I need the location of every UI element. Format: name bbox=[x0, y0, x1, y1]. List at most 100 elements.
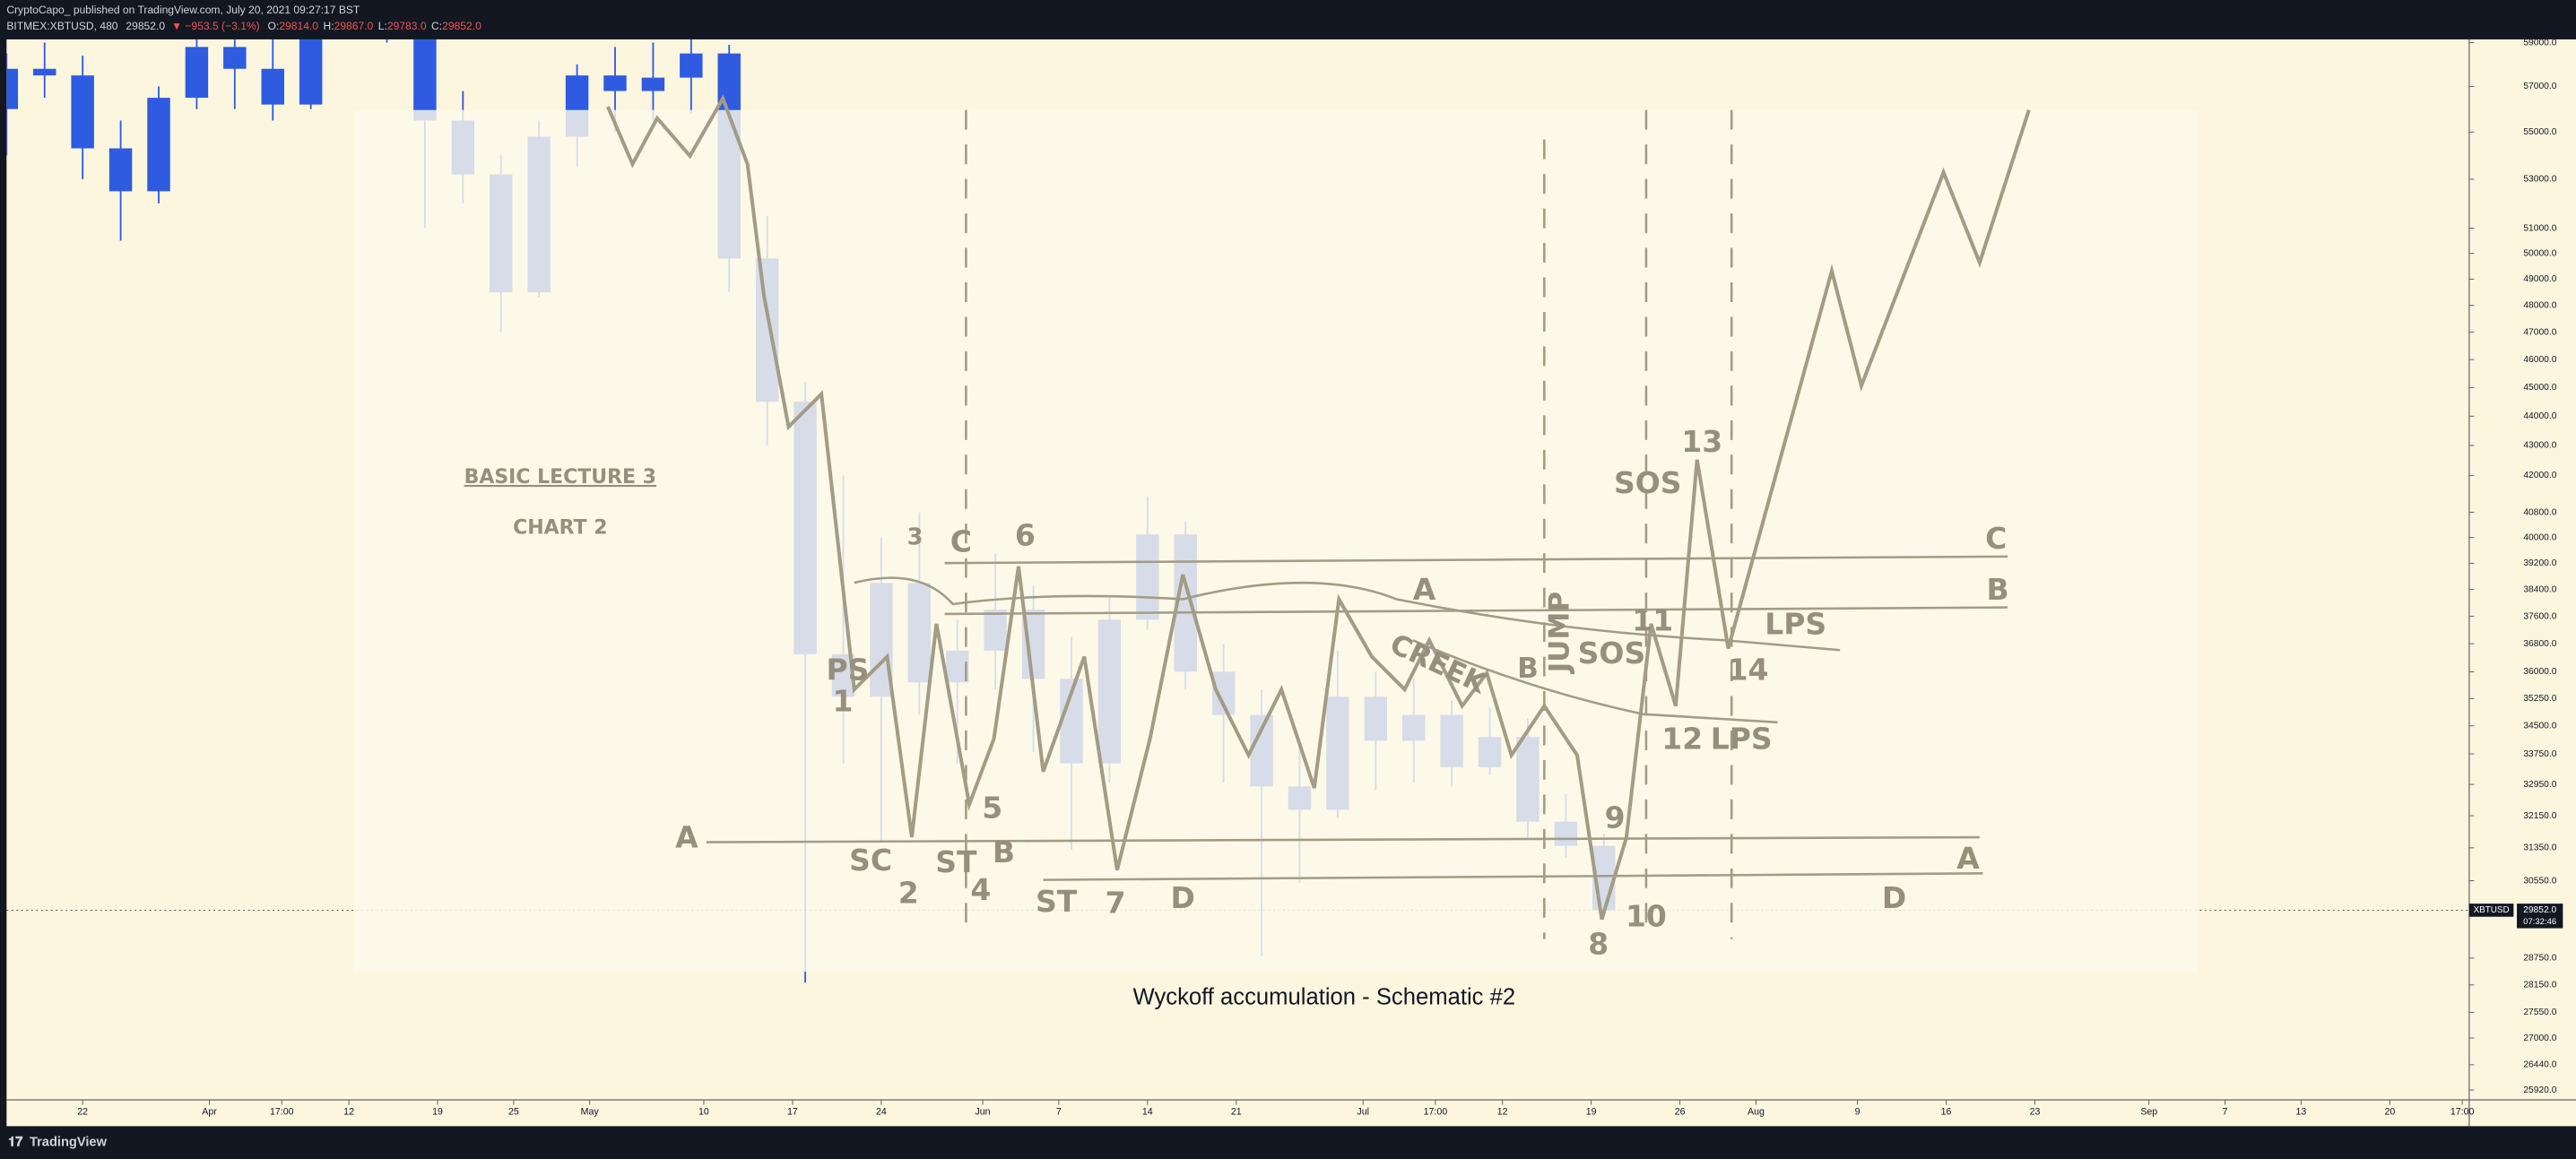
overlay-label: CHART 2 bbox=[513, 517, 607, 540]
overlay-label: 10 bbox=[1626, 898, 1667, 933]
candle-body bbox=[299, 39, 323, 105]
x-tick-label: 19 bbox=[1586, 1107, 1597, 1118]
candle-body bbox=[641, 77, 665, 91]
candle-body bbox=[71, 75, 94, 149]
x-tick-label: 17 bbox=[787, 1107, 798, 1118]
overlay-label: C bbox=[950, 524, 972, 559]
line-a bbox=[706, 835, 1980, 843]
x-tick-label: May bbox=[581, 1107, 600, 1118]
annotation: Wyckoff accumulation - Schematic #2 bbox=[1132, 984, 1515, 1009]
overlay-label: 2 bbox=[898, 876, 919, 911]
overlay-lines bbox=[606, 94, 2031, 939]
overlay-label: C bbox=[1985, 521, 2007, 556]
ohlc-value: 29867.0 bbox=[334, 20, 374, 32]
candle-body bbox=[603, 75, 627, 91]
y-tick-label: 59000.0 bbox=[2523, 38, 2556, 48]
y-tick-label: 36000.0 bbox=[2523, 667, 2556, 677]
line-lower bbox=[1043, 872, 1983, 881]
x-tick-label: 26 bbox=[1675, 1107, 1686, 1118]
overlay-label: SOS bbox=[1578, 636, 1646, 670]
y-tick-label: 44000.0 bbox=[2523, 411, 2556, 421]
x-tick-label: 17:00 bbox=[1424, 1107, 1448, 1118]
x-tick-label: 25 bbox=[508, 1107, 519, 1118]
schematic-path bbox=[606, 94, 2031, 921]
ohlc-key: O: bbox=[268, 20, 280, 32]
y-tick-label: 51000.0 bbox=[2523, 223, 2556, 233]
y-tick-label: 50000.0 bbox=[2523, 248, 2556, 258]
symbol-tag-label: XBTUSD bbox=[2474, 905, 2510, 915]
ohlc-key: H: bbox=[324, 20, 334, 32]
overlay-label: 11 bbox=[1632, 603, 1673, 638]
overlay-label: 3 bbox=[907, 524, 924, 551]
y-tick-label: 32950.0 bbox=[2523, 780, 2556, 790]
x-tick-label: 10 bbox=[698, 1107, 709, 1118]
x-tick-label: Jun bbox=[975, 1107, 990, 1118]
overlay-label: D bbox=[1882, 880, 1906, 915]
overlay-label: 9 bbox=[1605, 800, 1626, 835]
overlay-paper bbox=[352, 109, 2199, 973]
x-tick-label: 16 bbox=[1941, 1107, 1952, 1118]
x-tick-label: Jul bbox=[1357, 1107, 1369, 1118]
y-tick-label: 27550.0 bbox=[2523, 1008, 2556, 1017]
overlay-label: 6 bbox=[1015, 517, 1036, 552]
overlay-label: 5 bbox=[982, 790, 1002, 825]
overlay-label: B bbox=[993, 835, 1015, 869]
y-tick-label: 38400.0 bbox=[2523, 584, 2556, 594]
y-tick-label: 32150.0 bbox=[2523, 811, 2556, 821]
y-tick-label: 45000.0 bbox=[2523, 383, 2556, 393]
overlay-label: 14 bbox=[1728, 653, 1769, 688]
y-tick-label: 48000.0 bbox=[2523, 300, 2556, 310]
overlay-label: LPS bbox=[1765, 606, 1826, 641]
x-tick-label: 20 bbox=[2384, 1107, 2395, 1118]
y-tick-label: 55000.0 bbox=[2523, 127, 2556, 137]
creek-curve bbox=[854, 576, 1841, 652]
overlay-label: A bbox=[1413, 572, 1436, 607]
y-tick-label: 31350.0 bbox=[2523, 843, 2556, 853]
overlay-label: A bbox=[675, 819, 698, 854]
y-tick-label: 28750.0 bbox=[2523, 954, 2556, 964]
overlay-label: 13 bbox=[1681, 424, 1722, 459]
y-tick-label: 42000.0 bbox=[2523, 471, 2556, 480]
y-tick-label: 28150.0 bbox=[2523, 981, 2556, 990]
price-tag bbox=[2517, 904, 2563, 929]
y-tick-label: 33750.0 bbox=[2523, 749, 2556, 759]
overlay-label: B bbox=[1517, 653, 1539, 685]
overlay-label: 12 bbox=[1661, 721, 1703, 756]
overlay-label: 1 bbox=[832, 683, 853, 718]
creek-lower bbox=[1412, 639, 1778, 724]
change: ▼ −953.5 (−3.1%) bbox=[171, 20, 260, 32]
x-tick-label: 23 bbox=[2030, 1107, 2041, 1118]
candle-body bbox=[261, 68, 284, 105]
x-tick-label: 21 bbox=[1231, 1107, 1242, 1118]
y-tick-label: 46000.0 bbox=[2523, 355, 2556, 365]
price-tag-label: 29852.0 bbox=[2523, 905, 2556, 915]
ohlc-value: 29814.0 bbox=[279, 20, 318, 32]
y-tick-label: 47000.0 bbox=[2523, 327, 2556, 337]
symbol-line: BITMEX:XBTUSD, 480 29852.0 ▼ −953.5 (−3.… bbox=[6, 20, 481, 32]
candle-body bbox=[185, 47, 209, 99]
x-tick-label: 9 bbox=[1855, 1107, 1860, 1118]
x-tick-label: 17:00 bbox=[270, 1107, 294, 1118]
candle-body bbox=[108, 148, 133, 192]
candle-body bbox=[147, 98, 170, 192]
overlay-label: SC bbox=[849, 843, 892, 878]
x-tick-label: 12 bbox=[343, 1107, 354, 1118]
y-tick-label: 53000.0 bbox=[2523, 175, 2556, 185]
overlay-label: 8 bbox=[1588, 926, 1609, 961]
overlay-label: A bbox=[1956, 841, 1980, 876]
y-tick-label: 39200.0 bbox=[2523, 558, 2556, 568]
ohlc-value: 29852.0 bbox=[442, 20, 481, 32]
ohlc-key: L: bbox=[378, 20, 387, 32]
y-tick-label: 37600.0 bbox=[2523, 611, 2556, 621]
y-tick-label: 25920.0 bbox=[2523, 1085, 2556, 1095]
y-tick-label: 27000.0 bbox=[2523, 1034, 2556, 1043]
line-c bbox=[944, 555, 2008, 565]
x-tick-label: 24 bbox=[876, 1107, 887, 1118]
candle-body bbox=[413, 39, 437, 121]
overlay-label: SOS bbox=[1614, 465, 1682, 500]
overlay-label: ST bbox=[935, 844, 977, 879]
candle-body bbox=[6, 68, 19, 109]
last: 29852.0 bbox=[126, 20, 165, 32]
